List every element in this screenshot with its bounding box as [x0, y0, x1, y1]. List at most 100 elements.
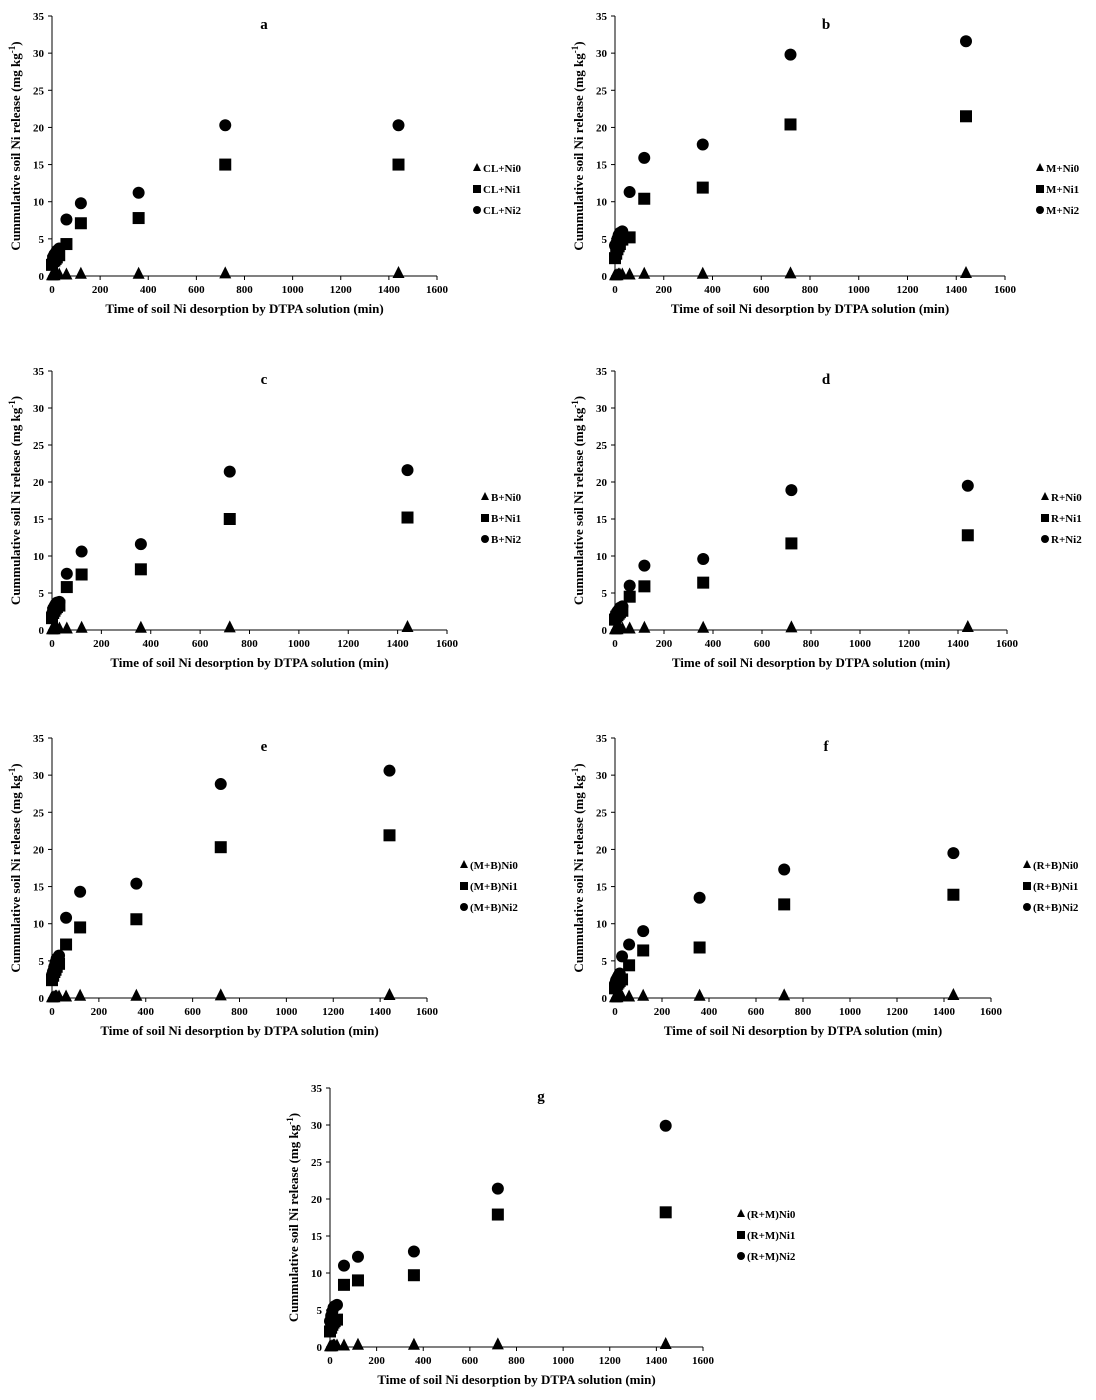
- data-point-circle: [351, 1250, 364, 1263]
- data-point-circle: [392, 119, 405, 132]
- y-tick-label: 30: [596, 403, 608, 415]
- y-tick-label: 15: [33, 882, 45, 894]
- data-point-square: [623, 959, 636, 972]
- y-tick-label: 35: [311, 1083, 323, 1095]
- legend-marker-square: [1036, 185, 1044, 193]
- data-point-circle: [696, 138, 709, 151]
- y-axis-label-superscript: -1: [7, 45, 17, 53]
- chart-panel-e: 0 5 10 15 20 25 30 35 0 200 400 600 800 1000 1200 1400 1…: [7, 733, 518, 1038]
- x-tick-label: 1200: [886, 1006, 909, 1018]
- y-axis-label-superscript: -1: [570, 400, 580, 408]
- y-tick-label: 10: [596, 919, 608, 931]
- legend-label: (R+B)Ni2: [1033, 902, 1079, 914]
- data-point-circle: [337, 1259, 350, 1272]
- data-point-triangle: [392, 266, 405, 279]
- legend-label: (M+B)Ni0: [470, 860, 518, 872]
- data-point-triangle: [74, 988, 87, 1001]
- x-tick-label: 1000: [552, 1355, 575, 1367]
- y-tick-label: 15: [33, 160, 45, 172]
- y-axis-label: Cummulative soil Ni release (mg kg-1): [570, 763, 586, 972]
- y-tick-label: 5: [602, 956, 608, 968]
- data-point-circle: [638, 151, 651, 164]
- y-tick-label: 20: [311, 1194, 323, 1206]
- x-tick-label: 400: [138, 1006, 155, 1018]
- y-axis-label: Cummulative soil Ni release (mg kg-1): [7, 41, 23, 250]
- legend-label: M+Ni1: [1046, 184, 1079, 196]
- data-point-square: [947, 888, 960, 901]
- x-tick-label: 200: [93, 638, 110, 650]
- x-tick-label: 0: [49, 1006, 55, 1018]
- y-axis-label-main: Cummulative soil Ni release (mg kg: [571, 53, 586, 251]
- data-point-triangle: [219, 266, 232, 279]
- y-axis-label-close: ): [571, 763, 586, 767]
- data-point-square: [130, 913, 143, 926]
- data-point-triangle: [130, 988, 143, 1001]
- data-point-circle: [613, 967, 626, 980]
- legend-marker-square: [481, 514, 489, 522]
- data-point-triangle: [623, 267, 636, 280]
- x-tick-label: 800: [231, 1006, 248, 1018]
- data-point-square: [778, 898, 791, 911]
- x-tick-label: 1600: [996, 638, 1019, 650]
- y-tick-label: 0: [602, 625, 608, 637]
- data-point-square: [337, 1278, 350, 1291]
- x-axis-label: Time of soil Ni desorption by DTPA solut…: [377, 1372, 655, 1387]
- x-tick-label: 400: [415, 1355, 432, 1367]
- x-tick-label: 1200: [599, 1355, 622, 1367]
- y-tick-label: 10: [33, 551, 45, 563]
- data-point-triangle: [407, 1337, 420, 1350]
- chart-panel-a: 0 5 10 15 20 25 30 35 0 200 400 600 800 1000 1200 1400 1…: [7, 11, 522, 316]
- y-axis-label: Cummulative soil Ni release (mg kg-1): [7, 396, 23, 605]
- data-point-triangle: [383, 988, 396, 1001]
- data-point-square: [696, 181, 709, 194]
- y-axis-label-main: Cummulative soil Ni release (mg kg: [8, 775, 23, 973]
- data-point-triangle: [75, 620, 88, 633]
- x-tick-label: 800: [795, 1006, 812, 1018]
- chart-panel-d: 0 5 10 15 20 25 30 35 0 200 400 600 800 1000 1200 1400 1…: [570, 366, 1082, 670]
- y-tick-label: 15: [596, 514, 608, 526]
- data-point-triangle: [785, 620, 798, 633]
- legend-label: (M+B)Ni1: [470, 881, 518, 893]
- legend-label: (R+M)Ni0: [747, 1209, 796, 1221]
- y-tick-label: 30: [596, 770, 608, 782]
- y-tick-label: 30: [33, 403, 45, 415]
- y-axis-label-close: ): [571, 41, 586, 45]
- y-tick-label: 35: [596, 11, 608, 23]
- y-tick-label: 25: [596, 85, 608, 97]
- legend-marker-circle: [481, 535, 489, 543]
- x-tick-label: 600: [188, 284, 205, 296]
- data-point-square: [638, 192, 651, 205]
- x-tick-label: 1400: [378, 284, 401, 296]
- data-point-triangle: [337, 1338, 350, 1351]
- y-axis-label-superscript: -1: [285, 1117, 295, 1125]
- y-tick-label: 25: [596, 807, 608, 819]
- y-tick-label: 15: [311, 1231, 323, 1243]
- x-tick-label: 1400: [945, 284, 968, 296]
- data-point-circle: [74, 885, 87, 898]
- legend-label: B+Ni0: [491, 492, 522, 504]
- data-point-circle: [74, 197, 87, 210]
- data-point-circle: [132, 186, 145, 199]
- y-tick-label: 0: [39, 625, 45, 637]
- legend-marker-square: [473, 185, 481, 193]
- y-tick-label: 20: [33, 477, 45, 489]
- data-point-square: [74, 217, 87, 230]
- data-point-triangle: [223, 620, 236, 633]
- data-point-circle: [960, 35, 972, 48]
- data-point-triangle: [132, 266, 145, 279]
- panel-letter: f: [824, 739, 830, 755]
- y-tick-label: 25: [33, 440, 45, 452]
- data-point-circle: [616, 225, 629, 238]
- x-tick-label: 400: [140, 284, 157, 296]
- y-axis-label-main: Cummulative soil Ni release (mg kg: [571, 407, 586, 605]
- panel-letter: g: [537, 1089, 545, 1105]
- chart-panel-g: 0 5 10 15 20 25 30 35 0 200 400 600 800 1000 1200 1400 1…: [285, 1083, 796, 1387]
- x-axis-label: Time of soil Ni desorption by DTPA solut…: [105, 301, 383, 316]
- legend-label: (M+B)Ni2: [470, 902, 518, 914]
- y-tick-label: 30: [33, 48, 45, 60]
- data-point-square: [132, 212, 145, 225]
- data-point-square: [383, 829, 396, 842]
- data-point-circle: [784, 48, 797, 61]
- x-tick-label: 1400: [387, 638, 410, 650]
- y-tick-label: 0: [39, 993, 45, 1005]
